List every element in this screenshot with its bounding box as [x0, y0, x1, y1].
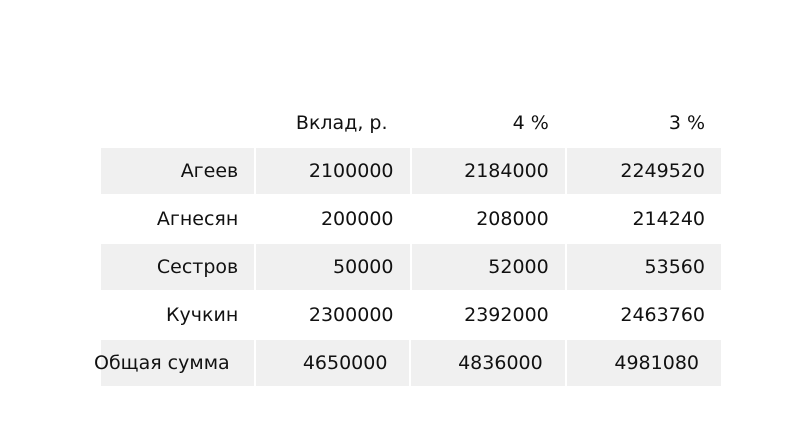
header-cell-3-percent: 3 % [668, 112, 706, 134]
row-name-cell: Сестров [101, 244, 255, 290]
total-4-percent-cell: 4836000 [411, 340, 565, 386]
header-cell-deposit: Вклад, р. [295, 112, 388, 134]
table-row: Кучкин 2300000 2392000 2463760 [101, 292, 721, 340]
header-cell-name [101, 100, 254, 146]
row-4-percent-cell: 52000 [411, 244, 565, 290]
row-4-percent-cell: 2392000 [464, 304, 549, 326]
row-deposit-cell: 50000 [256, 244, 410, 290]
row-deposit-cell: 2100000 [256, 148, 410, 194]
row-name-cell: Агнесян [156, 208, 239, 230]
header-cell-4-percent: 4 % [512, 112, 549, 134]
table-header-row: Вклад, р. 4 % 3 % [101, 100, 721, 148]
total-label: Общая сумма [94, 352, 230, 374]
row-3-percent-cell: 214240 [632, 208, 705, 230]
row-deposit-cell: 200000 [320, 208, 394, 230]
table-row: Сестров 50000 52000 53560 [101, 244, 721, 292]
row-3-percent-cell: 2249520 [566, 148, 721, 194]
total-deposit-cell: 4650000 [256, 340, 410, 386]
table-row: Агнесян 200000 208000 214240 [101, 196, 721, 244]
total-label-cell: Общая сумма [94, 340, 255, 386]
table-total-row: Общая сумма 4650000 4836000 4981080 [94, 340, 721, 388]
table-row: Агеев 2100000 2184000 2249520 [101, 148, 721, 196]
row-4-percent-cell: 2184000 [411, 148, 565, 194]
row-3-percent-cell: 2463760 [620, 304, 705, 326]
row-4-percent-cell: 208000 [476, 208, 549, 230]
row-name-cell: Агеев [101, 148, 255, 194]
total-3-percent-cell: 4981080 [566, 340, 721, 386]
row-deposit-cell: 2300000 [308, 304, 394, 326]
row-3-percent-cell: 53560 [566, 244, 721, 290]
row-name-cell: Кучкин [166, 304, 239, 326]
deposit-table: Вклад, р. 4 % 3 % Агеев 2100000 2184000 … [94, 100, 721, 388]
